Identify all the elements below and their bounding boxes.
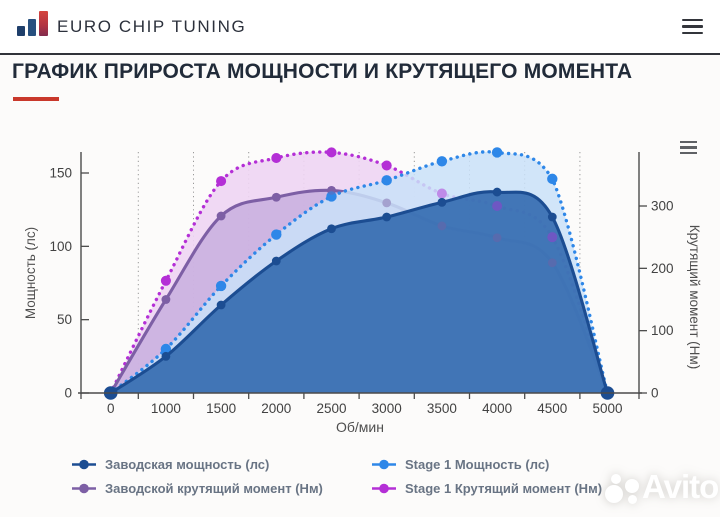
- logo-bar-tall: [39, 11, 48, 36]
- brand-name: EURO CHIP TUNING: [57, 17, 247, 36]
- svg-text:200: 200: [651, 261, 674, 276]
- app-header: EURO CHIP TUNING: [0, 0, 720, 55]
- svg-text:100: 100: [651, 323, 674, 338]
- legend-item[interactable]: Заводской крутящий момент (Нм): [70, 477, 370, 499]
- svg-text:0: 0: [64, 386, 72, 401]
- avito-logo-circle: [628, 495, 637, 504]
- legend-marker-icon: [72, 483, 96, 493]
- svg-text:50: 50: [57, 312, 72, 327]
- svg-text:4500: 4500: [537, 401, 567, 416]
- svg-text:1500: 1500: [206, 401, 236, 416]
- avito-logo-circle: [611, 474, 621, 484]
- svg-text:300: 300: [651, 199, 674, 214]
- title-accent-bar: [13, 97, 59, 101]
- y-axis-left-title: Мощность (лс): [23, 227, 38, 319]
- svg-text:0: 0: [107, 401, 115, 416]
- y-axis-right-title: Крутящий момент (Нм): [687, 225, 702, 369]
- svg-text:3000: 3000: [372, 401, 402, 416]
- svg-text:2500: 2500: [316, 401, 346, 416]
- brand-logo-icon: [17, 11, 49, 36]
- legend-label: Stage 1 Мощность (лс): [405, 456, 550, 472]
- avito-watermark: Avito: [602, 462, 719, 512]
- legend-label: Stage 1 Крутящий момент (Нм): [405, 480, 603, 496]
- chart-legend: Заводская мощность (лс) Заводской крутящи…: [70, 453, 670, 499]
- avito-logo-circle: [625, 479, 639, 493]
- legend-marker-icon: [372, 483, 396, 493]
- legend-item[interactable]: Stage 1 Мощность (лс): [370, 453, 670, 475]
- svg-text:5000: 5000: [592, 401, 622, 416]
- hamburger-menu-icon[interactable]: [682, 19, 703, 38]
- svg-text:150: 150: [49, 165, 72, 180]
- logo-bar-medium: [28, 19, 36, 36]
- logo-bar-small: [17, 26, 25, 36]
- legend-label: Заводская мощность (лс): [105, 456, 270, 472]
- x-axis-title: Об/мин: [336, 419, 384, 435]
- avito-watermark-text: Avito: [642, 468, 719, 505]
- legend-item[interactable]: Заводская мощность (лс): [70, 453, 370, 475]
- svg-text:2000: 2000: [261, 401, 291, 416]
- svg-text:100: 100: [49, 239, 72, 254]
- svg-text:1000: 1000: [151, 401, 181, 416]
- legend-marker-icon: [72, 459, 96, 469]
- svg-text:4000: 4000: [482, 401, 512, 416]
- legend-marker-icon: [372, 459, 396, 469]
- chart-menu-icon[interactable]: [680, 141, 697, 157]
- legend-item[interactable]: Stage 1 Крутящий момент (Нм): [370, 477, 670, 499]
- legend-label: Заводской крутящий момент (Нм): [105, 480, 323, 496]
- page-title: ГРАФИК ПРИРОСТА МОЩНОСТИ И КРУТЯЩЕГО МОМ…: [12, 60, 633, 83]
- svg-text:3500: 3500: [427, 401, 457, 416]
- svg-text:0: 0: [651, 386, 659, 401]
- avito-logo-circle: [605, 485, 623, 503]
